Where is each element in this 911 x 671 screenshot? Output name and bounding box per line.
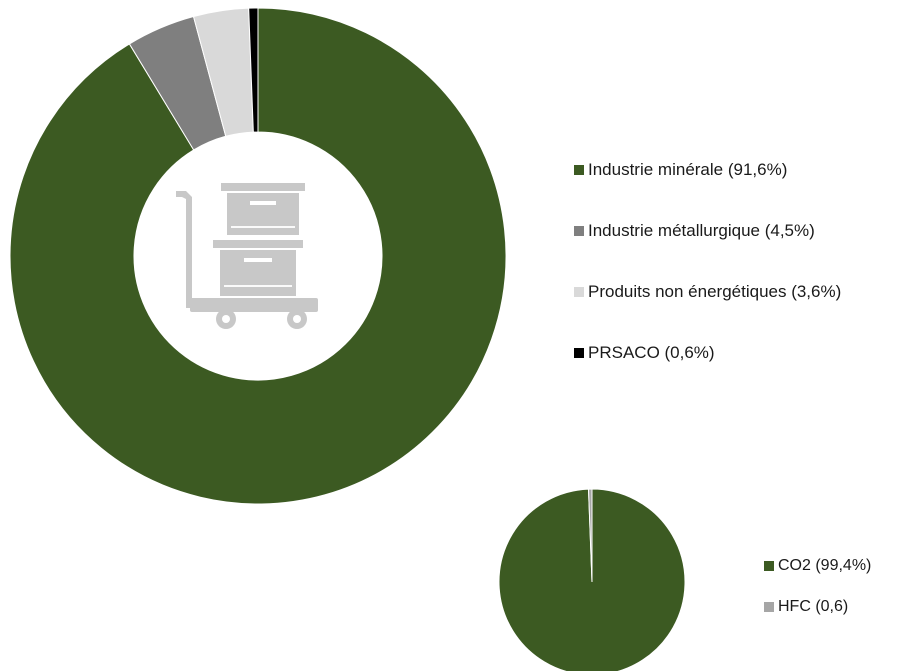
legend-label: Industrie minérale (91,6%)	[588, 160, 788, 179]
legend-item-co2: CO2 (99,4%)	[764, 556, 871, 576]
legend-swatch	[574, 287, 584, 297]
gas-legend: CO2 (99,4%) HFC (0,6)	[764, 556, 871, 638]
legend-label: Produits non énergétiques (3,6%)	[588, 282, 842, 301]
slice-co2	[498, 488, 686, 671]
legend-label: Industrie métallurgique (4,5%)	[588, 221, 815, 240]
legend-item-produits-non-energetiques: Produits non énergétiques (3,6%)	[574, 282, 841, 302]
legend-label: PRSACO (0,6%)	[588, 343, 715, 362]
legend-label: HFC (0,6)	[778, 598, 849, 615]
legend-swatch	[764, 602, 774, 612]
legend-swatch	[574, 348, 584, 358]
gas-pie-chart	[498, 488, 686, 671]
legend-item-hfc: HFC (0,6)	[764, 597, 871, 617]
cart-with-boxes-icon	[176, 183, 318, 329]
legend-swatch	[764, 561, 774, 571]
sector-donut-chart	[9, 7, 507, 505]
legend-item-industrie-metallurgique: Industrie métallurgique (4,5%)	[574, 221, 841, 241]
legend-item-prsaco: PRSACO (0,6%)	[574, 343, 841, 363]
sector-legend: Industrie minérale (91,6%) Industrie mét…	[574, 160, 841, 404]
slice-hfc	[587, 488, 593, 583]
legend-label: CO2 (99,4%)	[778, 557, 872, 574]
legend-swatch	[574, 165, 584, 175]
legend-swatch	[574, 226, 584, 236]
legend-item-industrie-minerale: Industrie minérale (91,6%)	[574, 160, 841, 180]
